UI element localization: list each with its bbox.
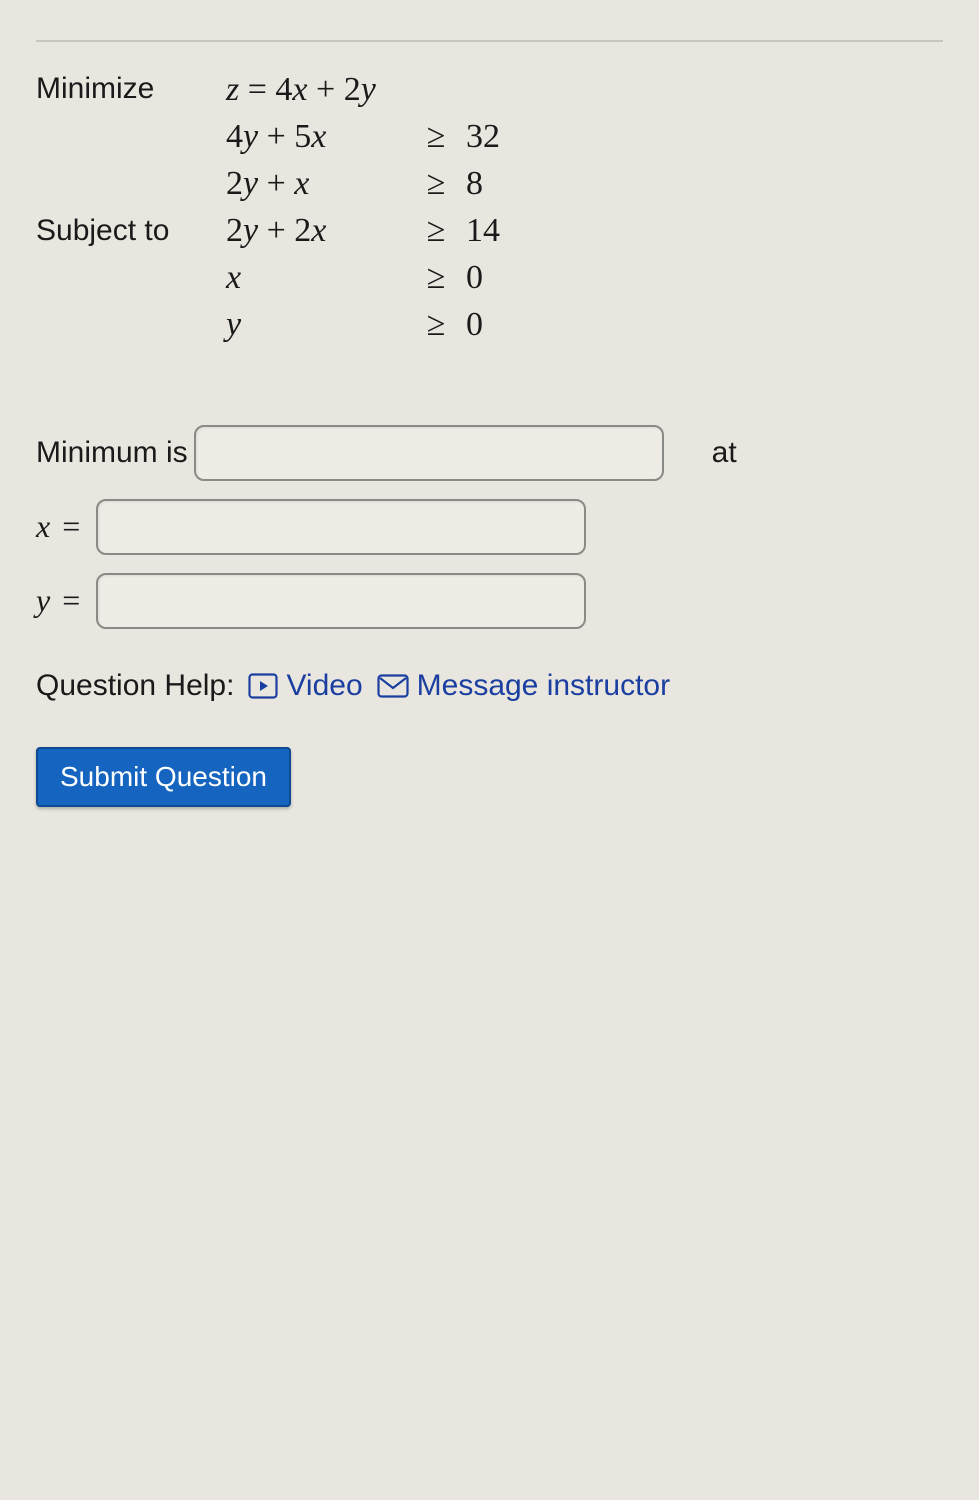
y-row: y = xyxy=(36,573,943,629)
constraint-row: x ≥ 0 xyxy=(36,258,943,297)
constraint-rhs: 14 xyxy=(466,211,526,250)
constraint-op: ≥ xyxy=(406,305,466,344)
constraint-row: 4y + 5x ≥ 32 xyxy=(36,117,943,156)
video-icon xyxy=(248,673,278,699)
constraint-rhs: 0 xyxy=(466,305,526,344)
problem-statement: Minimize z = 4x + 2y 4y + 5x ≥ 32 2y + x… xyxy=(36,70,943,345)
x-input[interactable] xyxy=(96,499,586,555)
top-divider xyxy=(36,40,943,42)
x-label: x = xyxy=(36,508,90,545)
constraint-row: 2y + x ≥ 8 xyxy=(36,164,943,203)
video-label: Video xyxy=(286,669,362,703)
minimum-label: Minimum is xyxy=(36,436,188,470)
help-label: Question Help: xyxy=(36,669,234,703)
submit-button[interactable]: Submit Question xyxy=(36,747,291,807)
constraint-expr: 4y + 5x xyxy=(226,117,406,156)
minimize-label: Minimize xyxy=(36,72,226,107)
constraint-expr: 2y + x xyxy=(226,164,406,203)
message-link[interactable]: Message instructor xyxy=(377,669,670,703)
minimum-row: Minimum is at xyxy=(36,425,943,481)
constraint-row: y ≥ 0 xyxy=(36,305,943,344)
help-row: Question Help: Video Message instructor xyxy=(36,669,943,703)
x-row: x = xyxy=(36,499,943,555)
constraint-op: ≥ xyxy=(406,258,466,297)
y-label: y = xyxy=(36,582,90,619)
question-page: Minimize z = 4x + 2y 4y + 5x ≥ 32 2y + x… xyxy=(0,0,979,847)
objective-expr: z = 4x + 2y xyxy=(226,70,406,109)
at-label: at xyxy=(712,436,737,470)
constraint-op: ≥ xyxy=(406,164,466,203)
constraint-expr: 2y + 2x xyxy=(226,211,406,250)
objective-row: Minimize z = 4x + 2y xyxy=(36,70,943,109)
video-link[interactable]: Video xyxy=(248,669,362,703)
constraint-rhs: 8 xyxy=(466,164,526,203)
constraint-expr: y xyxy=(226,305,406,344)
mail-icon xyxy=(377,674,409,698)
constraint-rhs: 32 xyxy=(466,117,526,156)
constraint-expr: x xyxy=(226,258,406,297)
constraint-op: ≥ xyxy=(406,117,466,156)
y-input[interactable] xyxy=(96,573,586,629)
constraint-op: ≥ xyxy=(406,211,466,250)
constraint-rhs: 0 xyxy=(466,258,526,297)
answers-section: Minimum is at x = y = xyxy=(36,425,943,629)
minimum-input[interactable] xyxy=(194,425,664,481)
constraint-row: Subject to 2y + 2x ≥ 14 xyxy=(36,211,943,250)
message-label: Message instructor xyxy=(417,669,670,703)
subject-to-label: Subject to xyxy=(36,214,226,249)
